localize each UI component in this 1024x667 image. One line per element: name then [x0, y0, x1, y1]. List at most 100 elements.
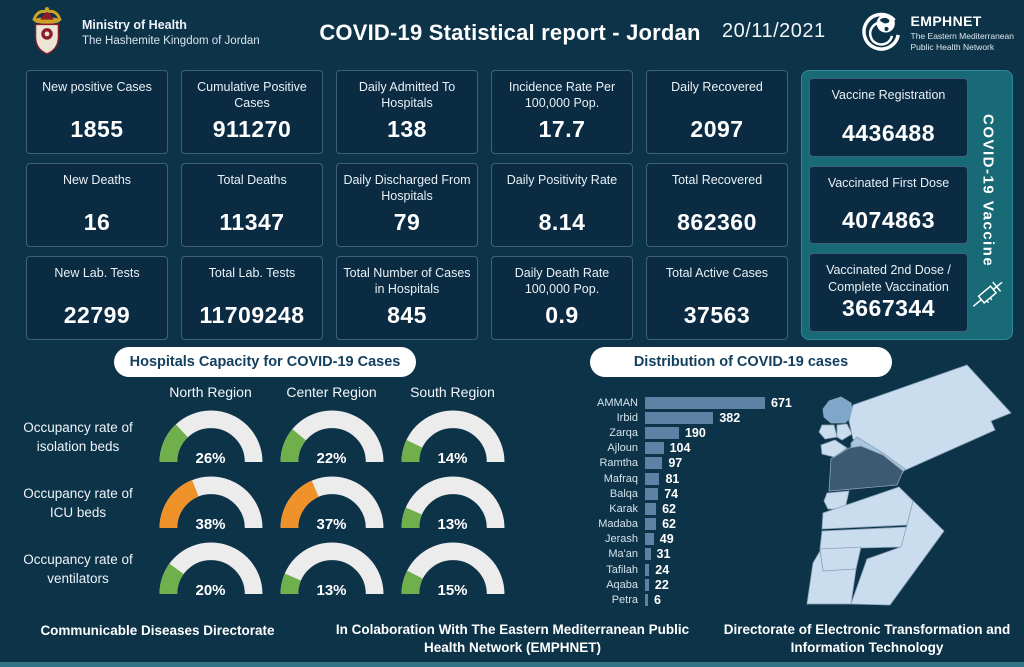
- hospital-capacity-panel: Hospitals Capacity for COVID-19 Cases No…: [0, 347, 528, 599]
- vaccine-card-value: 4074863: [841, 207, 936, 234]
- vaccine-card: Vaccinated First Dose 4074863: [809, 165, 968, 245]
- stat-card-value: 11347: [219, 209, 285, 235]
- stat-card-value: 2097: [690, 116, 744, 142]
- map-region-mafraq: [848, 364, 1012, 472]
- bar: [645, 518, 657, 531]
- emphnet-name: EMPHNET: [910, 12, 982, 29]
- stat-card: New Lab. Tests 22799: [26, 256, 168, 340]
- gauge: 13%: [401, 475, 505, 533]
- stat-card: Total Deaths 11347: [181, 163, 323, 247]
- middle-section: Hospitals Capacity for COVID-19 Cases No…: [0, 347, 1024, 607]
- stat-card-value: 37563: [683, 302, 751, 328]
- bar-category-label: AMMAN: [597, 396, 638, 409]
- bar: [645, 563, 650, 576]
- map-region-irbid: [822, 396, 854, 424]
- map-region-jerash: [836, 423, 853, 441]
- stat-card-label: Total Active Cases: [665, 266, 769, 280]
- bar-category-label: Irbid: [616, 411, 638, 424]
- vaccine-card: Vaccinated 2nd Dose / Complete Vaccinati…: [809, 253, 968, 333]
- bar-value: 62: [662, 501, 676, 516]
- stat-card: Total Number of Cases in Hospitals 845: [336, 256, 478, 340]
- vaccine-card-value: 3667344: [841, 295, 936, 322]
- stat-card-value: 911270: [212, 116, 292, 142]
- bar: [645, 594, 648, 607]
- stat-card-label: New Deaths: [62, 173, 132, 187]
- stat-card-label: Daily Death Rate 100,000 Pop.: [514, 266, 610, 297]
- gauge: 20%: [159, 541, 263, 599]
- map-region-amman: [828, 445, 904, 492]
- ministry-text: Ministry of Health The Hashemite Kingdom…: [82, 18, 260, 47]
- bar: [645, 578, 649, 591]
- footer: Communicable Diseases Directorate In Col…: [0, 621, 1024, 657]
- emphnet-brand: EMPHNET The Eastern Mediterranean Public…: [857, 10, 1014, 56]
- stat-card: New Deaths 16: [26, 163, 168, 247]
- bar-category-label: Ramtha: [599, 457, 638, 470]
- stat-card: Daily Positivity Rate 8.14: [491, 163, 633, 247]
- emphnet-sub2: Public Health Network: [910, 42, 995, 52]
- bar: [645, 442, 664, 455]
- stat-card-label: New positive Cases: [42, 80, 152, 94]
- bar-row: Ramtha 97: [552, 456, 792, 471]
- vaccine-panel-label: COVID-19 Vaccine: [979, 114, 997, 268]
- stat-card: Cumulative Positive Cases 911270: [181, 70, 323, 154]
- jordan-map-svg: [806, 364, 1012, 606]
- bar-row: Karak 62: [552, 501, 792, 516]
- stat-card-label: Daily Discharged From Hospitals: [343, 173, 471, 204]
- bar-value: 671: [771, 395, 792, 410]
- bar-row: Ma'an 31: [552, 547, 792, 562]
- stats-grid: Vaccine Registration 4436488 Vaccinated Fi…: [26, 70, 1013, 340]
- bar-value: 62: [662, 517, 676, 532]
- bar-value: 81: [665, 471, 680, 486]
- ministry-sub: The Hashemite Kingdom of Jordan: [82, 34, 260, 47]
- stat-card: Incidence Rate Per 100,000 Pop. 17.7: [491, 70, 633, 154]
- stat-card-label: Total Lab. Tests: [208, 266, 296, 280]
- bar: [645, 457, 663, 470]
- gauge: 22%: [280, 409, 384, 467]
- bar: [645, 472, 660, 485]
- emphnet-sub1: The Eastern Mediterranean: [910, 30, 1014, 41]
- bar-value: 49: [659, 532, 674, 547]
- gauge-value: 38%: [195, 516, 226, 533]
- bar-category-label: Ma'an: [608, 548, 638, 561]
- footer-right: Directorate of Electronic Transformation…: [723, 621, 1011, 655]
- bar-category-label: Tafilah: [606, 563, 638, 576]
- distribution-panel: Distribution of COVID-19 cases AMMAN 671 I…: [528, 347, 1024, 607]
- bar-row: Aqaba 22: [552, 577, 792, 592]
- emphnet-logo-icon: [861, 12, 900, 51]
- gauge-value: 37%: [316, 516, 347, 533]
- gauge-arc: [159, 542, 262, 595]
- stat-card: Total Recovered 862360: [646, 163, 788, 247]
- gauge: 14%: [401, 409, 505, 467]
- gauge-value: 13%: [437, 516, 468, 533]
- gauge-grid: North Region Center Region South Region Occ…: [6, 384, 528, 599]
- vaccine-card: Vaccine Registration 4436488: [809, 78, 968, 157]
- bar-category-label: Mafraq: [603, 472, 638, 485]
- gauge-value: 14%: [437, 450, 468, 467]
- stat-card-value: 79: [393, 209, 421, 235]
- bar-row: AMMAN 671: [552, 395, 792, 410]
- stat-card-label: Total Deaths: [217, 173, 287, 187]
- bar-row: Ajloun 104: [552, 441, 792, 456]
- bar: [645, 548, 651, 561]
- bar: [645, 502, 657, 515]
- stat-card: Daily Recovered 2097: [646, 70, 788, 154]
- bar: [645, 411, 714, 424]
- emphnet-sub: The Eastern Mediterranean Public Health …: [911, 31, 1014, 53]
- vaccine-card-label: Vaccine Registration: [831, 88, 946, 102]
- map-region-tafilah: [819, 526, 908, 550]
- stat-card-value: 22799: [63, 302, 131, 328]
- region-header: Center Region: [286, 384, 377, 400]
- stat-card-label: Cumulative Positive Cases: [197, 80, 307, 111]
- stat-card-value: 1855: [70, 116, 124, 142]
- gauge-value: 15%: [437, 582, 468, 599]
- bar-row: Irbid 382: [552, 410, 792, 425]
- gauge-arc: [280, 476, 383, 529]
- gauge-arc: [159, 476, 262, 529]
- gauge-row-label: Occupancy rate of ventilators: [23, 552, 133, 586]
- gauge: 15%: [401, 541, 505, 599]
- stat-card: New positive Cases 1855: [26, 70, 168, 154]
- gauge-value: 13%: [316, 582, 347, 599]
- footer-center: In Colaboration With The Eastern Mediter…: [335, 621, 690, 655]
- stat-card-value: 11709248: [199, 302, 305, 328]
